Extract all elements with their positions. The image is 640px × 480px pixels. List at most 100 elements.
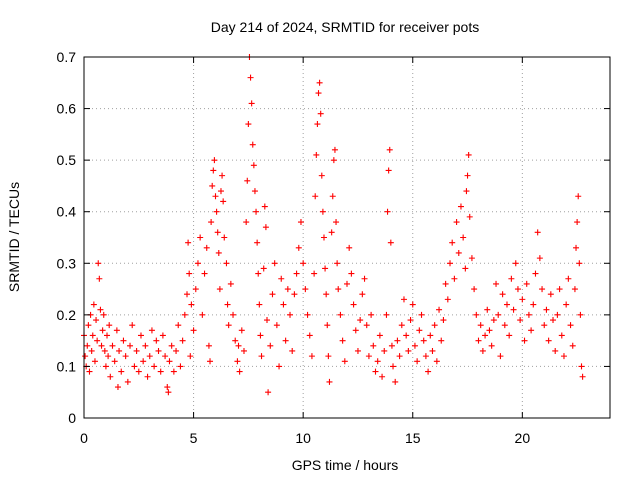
data-point-marker bbox=[324, 322, 331, 329]
data-point-marker bbox=[157, 368, 164, 375]
data-point-marker bbox=[230, 311, 237, 318]
data-point-marker bbox=[232, 337, 239, 344]
data-point-marker bbox=[411, 342, 418, 349]
data-point-marker bbox=[384, 208, 391, 215]
data-point-marker bbox=[100, 311, 107, 318]
data-point-marker bbox=[120, 337, 127, 344]
data-point-marker bbox=[420, 337, 427, 344]
data-point-marker bbox=[398, 322, 405, 329]
data-point-marker bbox=[203, 244, 210, 251]
axis-ticks bbox=[83, 56, 610, 419]
data-point-marker bbox=[109, 342, 116, 349]
data-point-marker bbox=[477, 322, 484, 329]
data-point-marker bbox=[177, 363, 184, 370]
data-point-marker bbox=[530, 301, 537, 308]
data-point-marker bbox=[510, 306, 517, 313]
data-point-marker bbox=[363, 322, 370, 329]
data-point-marker bbox=[523, 280, 530, 287]
data-point-marker bbox=[217, 188, 224, 195]
data-point-marker bbox=[407, 317, 414, 324]
data-point-marker bbox=[289, 347, 296, 354]
data-point-marker bbox=[532, 270, 539, 277]
data-point-marker bbox=[284, 286, 291, 293]
x-tick-labels: 0 5 10 15 20 bbox=[80, 430, 530, 446]
data-point-marker bbox=[560, 353, 567, 360]
data-point-marker bbox=[350, 301, 357, 308]
chart-title: Day 214 of 2024, SRMTID for receiver pot… bbox=[211, 19, 479, 35]
data-point-marker bbox=[554, 311, 561, 318]
data-point-marker bbox=[499, 291, 506, 298]
data-point-marker bbox=[315, 90, 322, 97]
data-point-marker bbox=[95, 260, 102, 267]
data-point-marker bbox=[372, 368, 379, 375]
data-point-marker bbox=[276, 363, 283, 370]
data-point-marker bbox=[220, 198, 227, 205]
data-point-marker bbox=[223, 260, 230, 267]
data-point-marker bbox=[205, 342, 212, 349]
data-point-marker bbox=[260, 265, 267, 272]
data-point-marker bbox=[86, 368, 93, 375]
data-point-marker bbox=[159, 332, 166, 339]
data-point-marker bbox=[403, 332, 410, 339]
data-point-marker bbox=[293, 270, 300, 277]
data-point-marker bbox=[370, 342, 377, 349]
data-point-marker bbox=[558, 332, 565, 339]
data-point-marker bbox=[436, 306, 443, 313]
data-point-marker bbox=[170, 368, 177, 375]
data-point-marker bbox=[210, 167, 217, 174]
data-point-marker bbox=[250, 162, 257, 169]
data-point-marker bbox=[463, 188, 470, 195]
data-point-marker bbox=[475, 337, 482, 344]
data-point-marker bbox=[442, 280, 449, 287]
data-point-marker bbox=[244, 177, 251, 184]
data-point-marker bbox=[253, 208, 260, 215]
data-point-marker bbox=[425, 368, 432, 375]
data-point-marker bbox=[506, 332, 513, 339]
data-point-marker bbox=[449, 239, 456, 246]
x-tick-label: 5 bbox=[190, 430, 198, 446]
data-point-marker bbox=[528, 327, 535, 334]
data-point-marker bbox=[319, 208, 326, 215]
data-point-marker bbox=[114, 384, 121, 391]
data-point-marker bbox=[267, 342, 274, 349]
data-point-marker bbox=[105, 353, 112, 360]
data-point-marker bbox=[88, 347, 95, 354]
data-point-marker bbox=[194, 260, 201, 267]
data-point-marker bbox=[208, 219, 215, 226]
data-point-marker bbox=[447, 260, 454, 267]
data-point-marker bbox=[433, 358, 440, 365]
data-point-marker bbox=[98, 342, 105, 349]
data-point-marker bbox=[140, 358, 147, 365]
data-point-marker bbox=[386, 146, 393, 153]
data-point-marker bbox=[216, 286, 223, 293]
data-point-marker bbox=[322, 265, 329, 272]
data-point-marker bbox=[325, 353, 332, 360]
data-point-marker bbox=[199, 311, 206, 318]
data-point-marker bbox=[414, 358, 421, 365]
data-point-marker bbox=[473, 311, 480, 318]
data-point-marker bbox=[457, 203, 464, 210]
data-point-marker bbox=[534, 229, 541, 236]
data-point-marker bbox=[488, 342, 495, 349]
data-point-marker bbox=[465, 151, 472, 158]
data-point-marker bbox=[486, 327, 493, 334]
data-point-marker bbox=[280, 301, 287, 308]
data-point-marker bbox=[104, 332, 111, 339]
data-point-marker bbox=[245, 121, 252, 128]
data-point-marker bbox=[240, 347, 247, 354]
data-point-marker bbox=[111, 358, 118, 365]
data-point-marker bbox=[271, 260, 278, 267]
data-point-marker bbox=[93, 317, 100, 324]
data-point-marker bbox=[313, 151, 320, 158]
data-point-marker bbox=[320, 234, 327, 241]
data-point-marker bbox=[248, 100, 255, 107]
data-point-marker bbox=[337, 311, 344, 318]
data-point-marker bbox=[243, 219, 250, 226]
data-point-marker bbox=[311, 270, 318, 277]
data-point-marker bbox=[185, 239, 192, 246]
data-point-marker bbox=[164, 384, 171, 391]
data-point-marker bbox=[573, 244, 580, 251]
y-tick-label: 0.1 bbox=[57, 358, 77, 374]
data-point-marker bbox=[197, 234, 204, 241]
data-point-marker bbox=[571, 286, 578, 293]
